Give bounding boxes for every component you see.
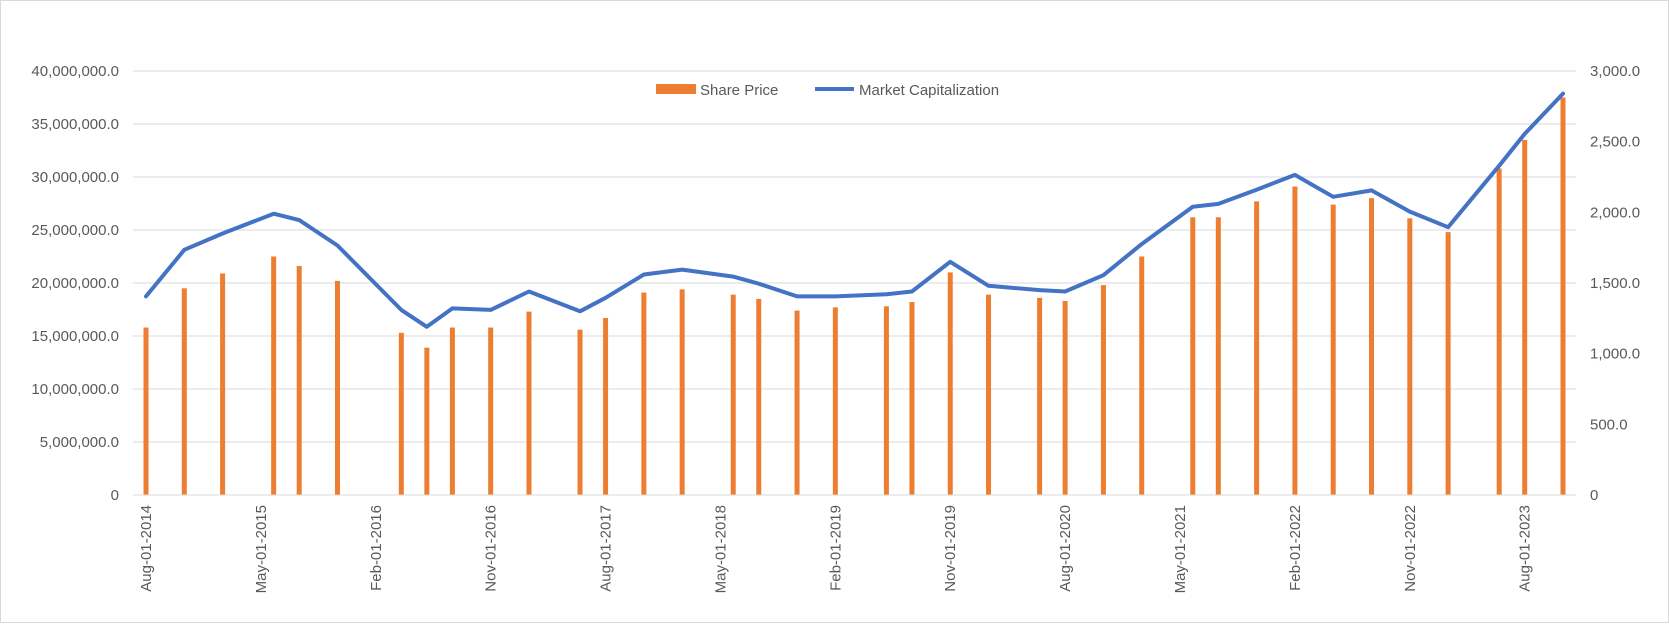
share-price-bar (1139, 256, 1145, 495)
share-price-bar (271, 256, 277, 495)
share-price-bar (449, 327, 455, 495)
share-price-bar (398, 332, 404, 495)
y-tick-label: 15,000,000.0 (31, 328, 119, 345)
share-price-bar (1445, 232, 1451, 495)
market-cap-line-group (144, 91, 1565, 329)
share-price-bar (424, 347, 430, 495)
share-price-bar (334, 280, 340, 495)
y-tick-label: 0 (111, 487, 119, 504)
share-price-bar (1254, 201, 1260, 495)
y2-tick-label: 1,000.0 (1590, 346, 1640, 363)
share-price-bar (296, 266, 302, 495)
share-price-bar (909, 302, 915, 495)
share-price-bar (679, 289, 685, 495)
share-price-bar (143, 327, 149, 495)
share-price-bar (1190, 217, 1196, 495)
x-tick-label: May-01-2015 (253, 505, 270, 593)
right-axis-ticks: 0 500.0 1,000.0 1,500.0 2,000.0 2,500.0 3,000.… (1590, 63, 1640, 504)
share-price-bar (1522, 139, 1528, 495)
share-price-bar (181, 288, 187, 495)
y2-tick-label: 3,000.0 (1590, 63, 1640, 80)
x-tick-label: Nov-01-2019 (942, 505, 959, 592)
share-price-bar (947, 272, 953, 495)
share-price-bar (577, 329, 583, 495)
x-tick-label: Nov-01-2016 (483, 505, 500, 592)
x-tick-label: Aug-01-2017 (598, 505, 615, 592)
share-price-bar (730, 294, 736, 495)
y-tick-label: 25,000,000.0 (31, 222, 119, 239)
share-price-bar (1292, 186, 1298, 496)
y2-tick-label: 0 (1590, 487, 1598, 504)
legend-label-market-cap: Market Capitalization (859, 82, 999, 99)
x-tick-label: Aug-01-2014 (138, 505, 155, 592)
share-price-bar (986, 294, 992, 495)
y2-tick-label: 500.0 (1590, 416, 1628, 433)
x-tick-label: Aug-01-2023 (1517, 505, 1534, 592)
y-tick-label: 30,000,000.0 (31, 169, 119, 186)
y-tick-label: 35,000,000.0 (31, 116, 119, 133)
x-tick-label: May-01-2018 (712, 505, 729, 593)
y-tick-label: 5,000,000.0 (40, 434, 119, 451)
x-tick-label: Feb-01-2019 (827, 505, 844, 591)
share-price-bars (143, 97, 1566, 496)
y2-tick-label: 1,500.0 (1590, 275, 1640, 292)
share-price-bar (883, 306, 889, 495)
market-cap-line (144, 91, 1565, 329)
x-tick-label: Aug-01-2020 (1057, 505, 1074, 592)
share-price-bar (1407, 218, 1413, 495)
share-price-bar (1330, 204, 1336, 495)
share-price-bar (756, 298, 762, 495)
share-price-bar (1037, 297, 1043, 495)
share-price-bar (220, 273, 226, 495)
y-tick-label: 20,000,000.0 (31, 275, 119, 292)
legend-swatch-share-price (656, 84, 696, 94)
share-price-bar (641, 292, 647, 495)
y2-tick-label: 2,500.0 (1590, 134, 1640, 151)
share-price-bar (1496, 168, 1502, 495)
share-price-bar (1100, 285, 1106, 495)
x-tick-label: May-01-2021 (1172, 505, 1189, 593)
legend-label-share-price: Share Price (700, 82, 778, 99)
share-price-bar (1560, 97, 1566, 495)
y2-tick-label: 2,000.0 (1590, 204, 1640, 221)
x-tick-label: Nov-01-2022 (1402, 505, 1419, 592)
share-price-bar (832, 307, 838, 495)
share-price-bar (1369, 198, 1375, 495)
left-axis-ticks: 0 5,000,000.0 10,000,000.0 15,000,000.0 20,0… (31, 63, 119, 504)
x-tick-label: Feb-01-2016 (368, 505, 385, 591)
y-tick-label: 10,000,000.0 (31, 381, 119, 398)
y-tick-label: 40,000,000.0 (31, 63, 119, 80)
x-tick-label: Feb-01-2022 (1287, 505, 1304, 591)
share-price-bar (488, 327, 494, 495)
x-axis-ticks: Aug-01-2014 May-01-2015 Feb-01-2016 Nov-01-… (138, 505, 1534, 593)
share-price-bar (526, 311, 532, 495)
share-price-bar (1062, 301, 1068, 495)
share-price-bar (1215, 217, 1221, 495)
share-price-bar (603, 317, 609, 495)
legend: Share Price Market Capitalization (656, 82, 999, 99)
share-price-bar (794, 310, 800, 495)
